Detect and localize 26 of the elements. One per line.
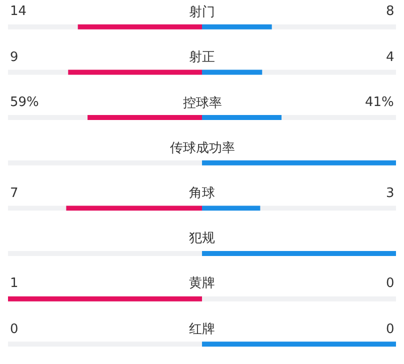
annotation: 3 [386,186,394,201]
bar [202,70,262,75]
y-tick-label: 犯规 [189,231,215,246]
annotation: 8 [386,4,394,19]
bar [88,115,202,120]
annotation: 7 [10,186,18,201]
annotation: 0 [386,276,394,291]
annotation: 1 [10,276,18,291]
y-tick-label: 传球成功率 [170,140,235,156]
y-tick-label: 黄牌 [189,276,215,291]
annotation: 41% [365,95,394,110]
y-tick-label: 控球率 [183,95,222,111]
y-tick-label: 角球 [189,186,215,201]
y-tick-label: 射正 [189,50,215,65]
annotation: 4 [386,50,394,65]
bar [202,206,260,211]
bar [78,24,202,30]
annotation: 59% [10,95,39,110]
y-tick-label: 红牌 [189,322,215,337]
y-tick-label: 射门 [189,4,215,20]
annotation: 9 [10,50,18,65]
annotation: 0 [10,322,18,337]
bar [202,24,272,30]
annotation: 14 [10,4,27,19]
bar [202,115,282,120]
annotation: 0 [386,322,394,337]
